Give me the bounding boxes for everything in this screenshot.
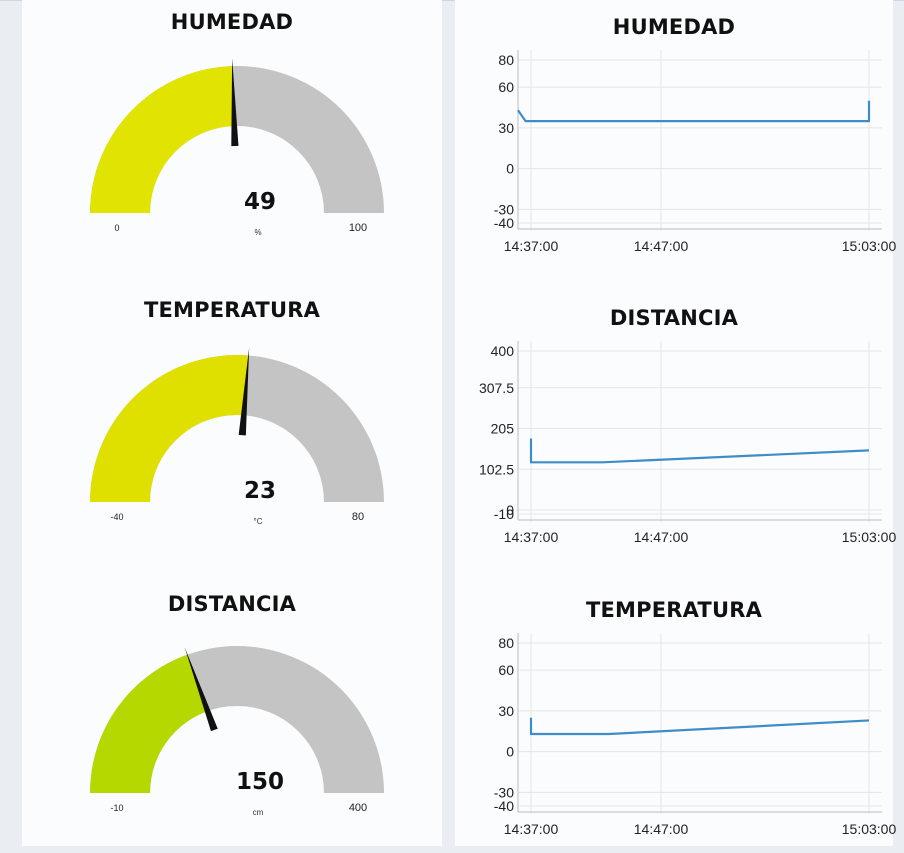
y-tick-label: 60 [498,79,514,95]
gauge-column: HUMEDAD 49% 0 100 TEMPERATURA 23 °C -40 80 DI… [22,0,442,846]
gauge-needle [184,647,218,732]
y-tick-label: 102.5 [479,461,514,477]
x-tick-label: 15:03:00 [842,821,897,837]
y-tick-label: -30 [494,784,514,800]
gauge-value: 23 [244,478,276,504]
x-tick-label: 14:47:00 [634,238,689,254]
x-tick-label: 14:47:00 [634,821,689,837]
y-tick-label: 80 [498,635,514,651]
gauge-card-temperatura: TEMPERATURA 23 °C -40 80 [22,290,442,550]
humidity-gauge: 49% 0 100 [90,58,384,237]
gauge-max-label: 400 [349,802,367,814]
chart-column: HUMEDAD -40 -30 0 30 60 80 14:37:00 14:47:00 15:… [455,0,897,846]
gauge-card-humedad: HUMEDAD 49% 0 100 [22,0,442,260]
x-tick-label: 14:37:00 [504,821,559,837]
y-tick-label: 30 [498,120,514,136]
gauge-min-label: -10 [110,803,123,813]
y-tick-label: -10 [494,506,514,522]
y-tick-label: 205 [491,421,515,437]
series-line [529,438,870,464]
temperature-chart: -40-30 0 30 60 80 14:37:00 14:47:00 15:03:00 [494,633,896,837]
x-tick-label: 15:03:00 [842,529,897,545]
humidity-chart: -40-30 0 30 60 80 14:37:00 14:47:00 15:03:00 [494,50,896,254]
gauge-max-label: 80 [352,511,364,523]
y-tick-label: 30 [498,703,514,719]
chart-card-humedad: HUMEDAD -40 -30 0 30 60 80 14:37:00 14:47:00 15:… [455,0,897,270]
chart-card-temperatura: TEMPERATURA -40 -30 0 30 60 80 14:37:00 14:47:0… [455,583,897,853]
gauge-unit: cm [253,808,264,817]
x-tick-label: 14:47:00 [634,529,689,545]
x-tick-label: 14:37:00 [504,238,559,254]
y-tick-label: 0 [506,744,514,760]
chart-card-distancia: DISTANCIA -10 0 102.5 205 307.5 400 14:37:00 14… [455,291,897,561]
gauge-needle [238,347,250,436]
y-tick-label: 0 [506,502,514,518]
y-tick-label: -40 [494,798,514,814]
chart-title: DISTANCIA [609,306,739,330]
y-tick-label: 307.5 [479,380,514,396]
temperature-gauge: 23 °C -40 80 [90,347,384,526]
y-tick-label: -40 [494,215,514,231]
gauge-value: 150 [236,769,284,795]
y-tick-label: 60 [498,662,514,678]
y-tick-label: 400 [491,343,515,359]
y-tick-label: 80 [498,52,514,68]
gauge-min-label: 0 [114,223,119,233]
gauge-value: 49 [244,189,276,215]
gauge-needle [231,58,239,147]
gauge-card-distancia: DISTANCIA 150 cm -10 400 [22,582,442,842]
gauge-fill [90,355,249,502]
gauge-fill [90,66,235,213]
x-tick-label: 15:03:00 [842,238,897,254]
series-line [517,100,871,123]
gauge-title: HUMEDAD [170,10,294,34]
gauge-title: TEMPERATURA [143,298,321,322]
gauge-fill [90,654,208,793]
y-tick-label: 0 [506,161,514,177]
gauge-title: DISTANCIA [167,592,297,616]
gauge-unit: °C [254,517,263,526]
x-tick-label: 14:37:00 [504,529,559,545]
y-tick-label: -30 [494,201,514,217]
gauge-min-label: -40 [110,512,123,522]
series-line [529,717,870,736]
distance-chart: -100 102.5 205 307.5 400 14:37:00 14:47:00 15:0… [479,341,896,545]
chart-title: HUMEDAD [612,15,736,39]
gauge-unit: % [254,228,261,237]
distance-gauge: 150 cm -10 400 [90,646,384,817]
top-border [0,0,904,1]
chart-title: TEMPERATURA [585,598,763,622]
gauge-max-label: 100 [349,222,367,234]
